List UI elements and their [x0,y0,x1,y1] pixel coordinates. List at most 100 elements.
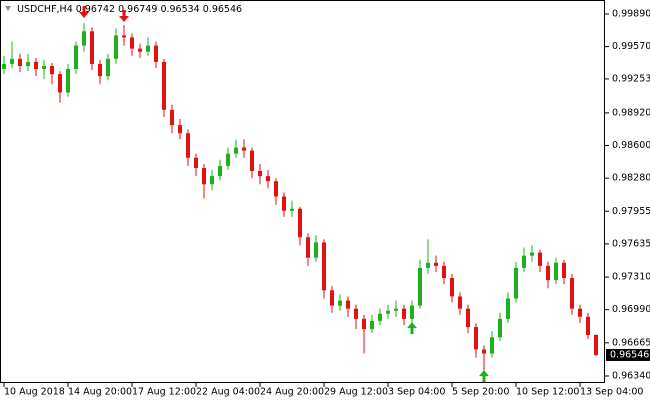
candle-body [42,65,46,70]
candle-body [578,308,582,317]
plot-frame [0,0,605,383]
candle-body [402,308,406,319]
sell-arrow [119,10,129,23]
candle-body [370,320,374,330]
y-tick-label: 0.96990 [612,304,650,315]
candle-body [442,265,446,279]
candle-body [106,58,110,77]
y-tick-label: 0.98280 [612,173,650,184]
candle-body [290,208,294,211]
y-tick-label: 0.97635 [612,238,650,249]
candle-body [482,349,486,354]
x-tick-label: 5 Sep 20:00 [452,387,509,398]
y-tick-label: 0.96340 [612,370,650,381]
buy-arrow [479,370,489,383]
candle-body [18,58,22,66]
candle-body [346,300,350,309]
candle-body [130,37,134,49]
y-tick-label: 0.99570 [612,41,650,52]
x-tick-label: 13 Sep 04:00 [580,387,643,398]
candle-body [234,147,238,154]
candle-body [490,337,494,354]
candle-body [394,308,398,311]
x-tick-label: 10 Sep 12:00 [516,387,579,398]
candle-body [466,308,470,328]
symbol-icon [5,6,11,11]
candle-body [194,157,198,168]
candle-body [282,196,286,211]
buy-arrow [407,322,417,335]
candle-body [538,252,542,266]
candle-body [322,242,326,291]
candle-body [74,45,78,70]
y-tick-label: 0.99253 [612,73,650,84]
candle-body [242,147,246,151]
candle-body [426,262,430,268]
candle-body [218,165,222,177]
candle-body [178,125,182,134]
candle-body [530,252,534,256]
candle-body [154,45,158,62]
candle-body [250,150,254,172]
candle-body [362,318,366,330]
candle-body [514,267,518,299]
candle-body [338,300,342,306]
candle-body [122,35,126,38]
candle-body [298,208,302,238]
y-tick-label: 0.99890 [612,8,650,19]
high-value: 0.96749 [118,4,157,15]
candle-body [162,61,166,110]
x-tick-label: 3 Sep 04:00 [388,387,445,398]
candle-body [458,296,462,309]
symbol: USDCHF,H4 [17,4,73,15]
candle-body [586,316,590,335]
candle-body [522,255,526,268]
x-tick-label: 17 Aug 12:00 [132,387,196,398]
y-tick-label: 0.97310 [612,272,650,283]
candle-body [82,31,86,46]
candle-body [570,278,574,309]
candle-body [26,61,30,66]
candle-body [58,74,62,93]
chart-header: USDCHF,H4 0.96742 0.96749 0.96534 0.9654… [17,4,242,15]
y-tick-label: 0.98600 [612,140,650,151]
candle-body [146,45,150,52]
candle-body [562,262,566,279]
last-price-label: 0.96546 [610,349,649,360]
candle-body [98,63,102,77]
x-tick-label: 29 Aug 12:00 [324,387,388,398]
close-value: 0.96546 [203,4,242,15]
candle-body [258,171,262,177]
candle-body [274,181,278,197]
candle-body [306,237,310,258]
x-tick-label: 10 Aug 2018 [4,387,65,398]
candle-body [10,58,14,64]
candle-body [386,310,390,314]
y-tick-label: 0.98920 [612,107,650,118]
candle-body [506,298,510,319]
candle-body [34,61,38,70]
candle-body [554,262,558,281]
candle-body [226,153,230,166]
candle-body [418,267,422,306]
candle-body [90,31,94,64]
low-value: 0.96534 [160,4,199,15]
candle-body [266,176,270,182]
y-tick-label: 0.97955 [612,206,650,217]
x-tick-label: 22 Aug 04:00 [196,387,260,398]
candle-body [474,327,478,350]
candle-body [450,278,454,297]
candle-body [50,65,54,75]
candle-body [546,265,550,281]
x-tick-label: 14 Aug 20:00 [68,387,132,398]
candle-body [66,69,70,93]
candle-body [498,318,502,338]
candle-body [410,305,414,319]
candle-body [202,167,206,185]
candle-body [170,109,174,126]
y-tick-label: 0.96665 [612,337,650,348]
sell-arrow [79,5,89,18]
last-price-box [606,348,650,361]
